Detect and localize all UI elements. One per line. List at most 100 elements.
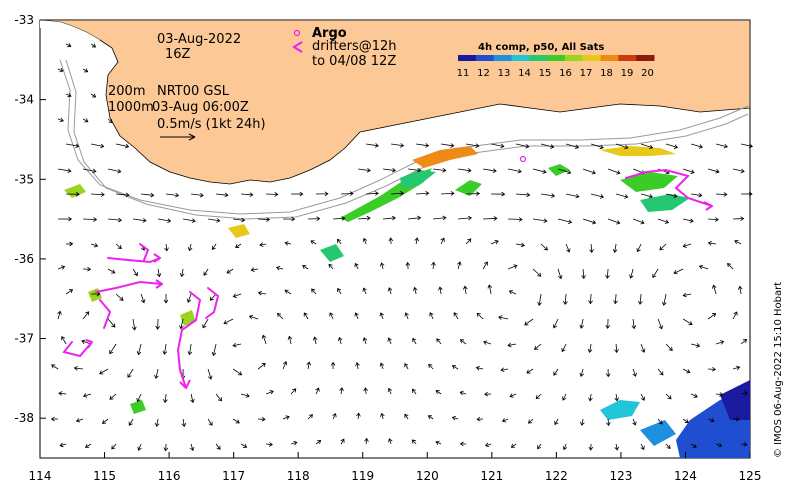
current-arrow (412, 337, 417, 345)
current-arrow (332, 412, 337, 420)
current-arrow (287, 335, 293, 345)
current-arrow (606, 418, 611, 427)
current-arrow (179, 318, 184, 330)
colorbar (458, 55, 655, 61)
current-arrow (741, 442, 748, 447)
current-arrow (154, 368, 159, 380)
current-arrow (607, 218, 621, 225)
current-arrow (363, 387, 369, 395)
lon-tick-label: 115 (93, 469, 116, 483)
current-arrow (329, 312, 334, 320)
current-arrow (491, 191, 506, 197)
current-arrow (84, 443, 92, 448)
current-arrow (211, 243, 217, 251)
current-arrow (340, 438, 345, 445)
scale-label: 0.5m/s (1kt 24h) (157, 117, 266, 132)
current-arrow (737, 285, 743, 295)
colorbar-ticks: 11 12 13 14 15 16 17 18 19 20 (457, 68, 654, 79)
colorbar-swatch (618, 55, 637, 61)
lat-tick-label: -36 (14, 252, 34, 266)
current-arrow (90, 243, 99, 248)
current-arrow (387, 387, 393, 395)
current-arrow (411, 439, 417, 445)
current-arrow (107, 168, 122, 174)
current-arrow (659, 243, 667, 251)
current-arrow (507, 342, 517, 348)
current-arrow (226, 268, 234, 274)
current-arrow (65, 92, 72, 98)
current-arrow (579, 368, 585, 377)
colorbar-tick-label: 19 (621, 68, 634, 79)
current-arrow (459, 339, 467, 345)
current-arrow (487, 284, 493, 295)
current-arrow (241, 192, 254, 198)
current-arrow (605, 318, 611, 329)
argo-legend-icon (293, 29, 301, 37)
current-arrow (588, 393, 593, 402)
current-arrow (557, 218, 573, 224)
current-arrow (682, 218, 694, 223)
current-arrow (57, 310, 62, 320)
current-arrow (441, 143, 455, 148)
current-arrow (75, 418, 84, 423)
drifter-tracks (62, 168, 713, 389)
sea-corner (40, 20, 100, 48)
current-arrow (612, 243, 618, 253)
current-arrow (657, 318, 663, 330)
current-arrow (232, 293, 242, 298)
current-arrow (58, 216, 73, 222)
colorbar-tick-label: 13 (498, 68, 511, 79)
current-arrow (527, 418, 534, 424)
current-arrow (186, 293, 192, 303)
current-arrow (257, 290, 267, 296)
current-arrow (534, 343, 542, 350)
current-arrow (116, 192, 130, 198)
current-arrow (163, 393, 168, 404)
current-arrow (615, 143, 629, 150)
lon-tick-label: 114 (29, 469, 52, 483)
current-arrow (708, 366, 717, 372)
current-arrow (563, 293, 568, 306)
current-arrow (404, 413, 409, 420)
lat-tick-label: -35 (14, 172, 34, 186)
current-arrow (266, 442, 273, 447)
sst-patches (64, 146, 750, 458)
current-arrow (665, 193, 678, 199)
current-arrow (248, 314, 259, 320)
current-arrow (554, 418, 559, 426)
current-arrow (431, 261, 436, 270)
current-arrow (240, 393, 250, 398)
current-arrow (136, 393, 142, 403)
current-arrow (65, 43, 72, 48)
current-arrow (435, 390, 442, 395)
current-arrow (741, 191, 753, 197)
current-arrow (141, 192, 155, 198)
current-arrow (266, 192, 279, 197)
colorbar-swatch (547, 55, 566, 61)
current-arrow (66, 191, 80, 197)
current-arrow (336, 238, 342, 245)
current-arrow (57, 265, 66, 270)
product-time-label: 03-Aug 06:00Z (152, 100, 249, 115)
current-arrow (57, 67, 64, 73)
current-arrow (181, 418, 187, 428)
current-arrow (209, 293, 217, 301)
current-arrow (108, 217, 123, 223)
current-arrow (605, 368, 611, 378)
current-arrow (306, 361, 312, 370)
current-arrow (58, 168, 72, 174)
current-arrow (690, 343, 701, 348)
current-arrow (451, 415, 459, 421)
current-arrow (416, 191, 430, 196)
current-arrow (91, 143, 105, 149)
current-arrow (552, 318, 559, 329)
hour-label: 16Z (165, 47, 191, 62)
current-arrow (109, 393, 117, 400)
current-arrow (107, 318, 116, 328)
current-arrow (82, 311, 90, 320)
current-vectors (50, 43, 754, 452)
current-arrow (140, 293, 146, 304)
current-arrow (166, 192, 180, 198)
current-arrow (516, 242, 526, 248)
current-arrow (428, 363, 434, 370)
